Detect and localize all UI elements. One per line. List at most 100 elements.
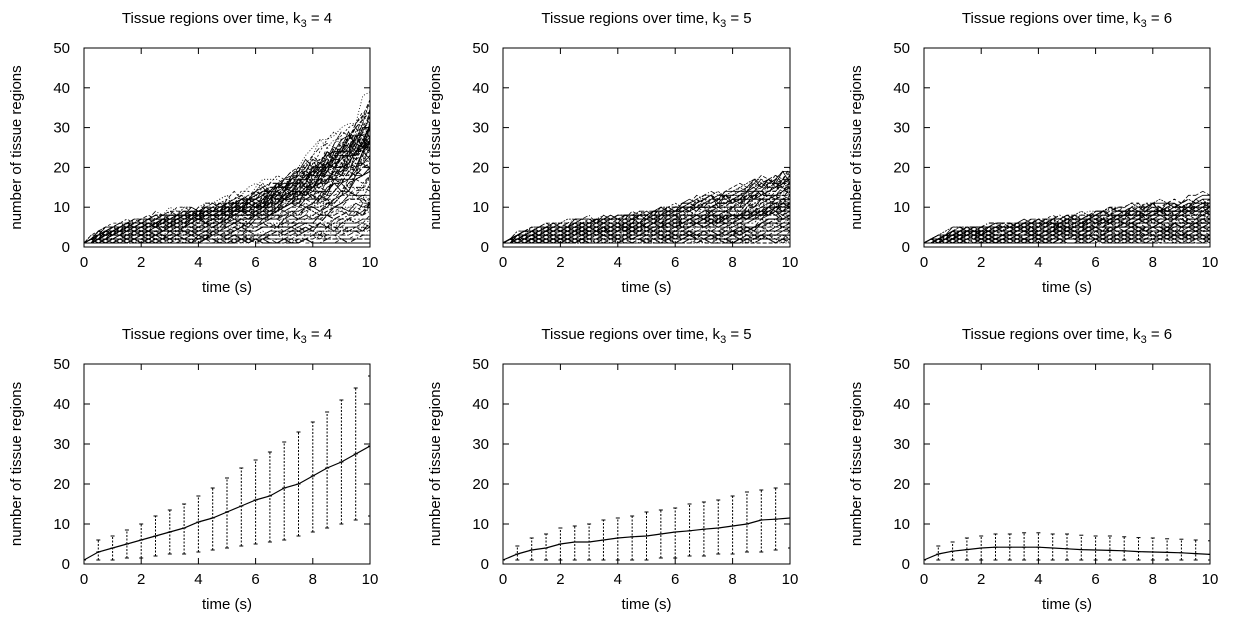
trajectory-line [503,178,790,244]
y-tick-label: 0 [481,556,489,573]
trajectory-line [84,230,370,244]
y-tick-label: 20 [472,476,489,493]
trajectory-line [924,214,1210,244]
trajectory-line [503,175,790,244]
trajectory-line [924,222,1210,244]
y-tick-label: 30 [472,436,489,453]
trajectory-line [84,127,370,244]
trajectory-line [924,230,1210,244]
trajectory-line [503,206,790,244]
x-tick-label: 0 [920,571,928,588]
y-tick-label: 0 [62,239,70,256]
trajectory-line [924,206,1210,244]
y-tick-label: 20 [472,159,489,176]
trajectory-line [924,230,1210,244]
trajectory-line [84,202,370,244]
trajectory-line [84,103,370,244]
trajectory-line [503,198,790,244]
trajectory-line [924,206,1210,244]
trajectory-line [503,206,790,244]
trajectory-line [924,198,1210,244]
y-tick-label: 30 [893,436,910,453]
trajectory-line [503,174,790,244]
trajectory-line [503,238,790,244]
trajectory-line [924,198,1210,244]
x-tick-label: 2 [977,254,985,271]
x-tick-label: 4 [194,254,202,271]
trajectory-line [84,194,370,244]
trajectory-line [924,202,1210,244]
y-tick-label: 10 [893,199,910,216]
y-axis-label: number of tissue regions [848,382,865,546]
y-tick-label: 20 [53,476,70,493]
y-tick-label: 10 [53,199,70,216]
trajectory-line [503,198,790,244]
trajectory-line [503,170,790,244]
y-tick-label: 30 [472,120,489,137]
trajectory-line [84,142,370,244]
y-tick-label: 30 [53,120,70,137]
trajectory-line [84,175,370,244]
trajectory-line [924,198,1210,244]
trajectory-line [503,170,790,244]
trajectory-line [84,198,370,244]
trajectory-line [924,230,1210,244]
y-axis-label: number of tissue regions [8,382,25,546]
trajectory-line [84,126,370,244]
trajectory-line [503,174,790,244]
plot-frame [83,363,371,565]
panel-3: Tissue regions over time, k3 = 6 0 2 4 6 8 10 0… [848,10,1218,296]
panel-title: Tissue regions over time, k3 = 5 [541,10,751,30]
y-axis-label: number of tissue regions [427,382,444,546]
x-tick-label: 6 [1091,254,1099,271]
y-tick-label: 20 [893,476,910,493]
x-tick-label: 4 [1034,571,1042,588]
trajectory-line [84,142,370,244]
trajectory-line [84,230,370,244]
trajectory-line [84,127,370,244]
x-tick-label: 8 [309,254,317,271]
trajectory-line [924,230,1210,244]
trajectory-line [503,170,790,244]
trajectory-line [84,138,370,244]
trajectory-line [503,198,790,244]
trajectory-line [503,206,790,244]
trajectory-line [503,206,790,244]
trajectory-line [924,222,1210,244]
trajectory-line [503,198,790,244]
x-tick-label: 10 [362,254,379,271]
trajectory-line [84,222,370,244]
trajectory-line [924,206,1210,244]
x-tick-label: 10 [1202,254,1219,271]
trajectory-line [924,214,1210,244]
x-tick-label: 0 [499,571,507,588]
plot-frame [502,47,791,248]
trajectory-line [84,143,370,244]
trajectory-line [924,206,1210,244]
trajectory-line [924,230,1210,244]
y-tick-label: 30 [893,120,910,137]
x-tick-label: 10 [1202,571,1219,588]
trajectory-line [84,222,370,244]
plot-area [503,483,790,561]
plot-area [924,190,1210,244]
x-axis-label: time (s) [202,596,252,613]
trajectory-line [503,202,790,244]
trajectory-line [503,198,790,244]
trajectory-line [503,171,790,244]
trajectory-line [924,218,1210,244]
x-tick-label: 4 [194,571,202,588]
x-tick-label: 8 [1149,254,1157,271]
x-tick-label: 4 [614,571,622,588]
x-tick-label: 6 [671,254,679,271]
trajectory-line [84,226,370,244]
trajectory-line [924,222,1210,244]
trajectory-line [924,222,1210,244]
x-tick-label: 2 [977,571,985,588]
trajectory-line [503,175,790,244]
y-tick-label: 50 [472,356,489,373]
trajectory-line [924,222,1210,244]
y-tick-label: 40 [893,80,910,97]
plot-area [503,167,790,244]
